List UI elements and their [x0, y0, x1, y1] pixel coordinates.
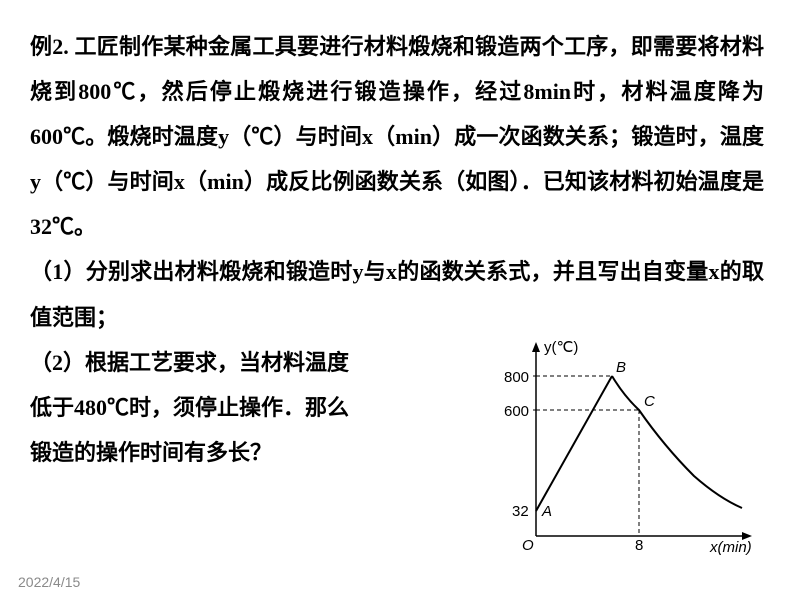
q2-line1: （2）根据工艺要求，当材料温度 [30, 340, 474, 385]
function-graph: y(℃) x(min) O 800 600 32 8 A B C [484, 336, 764, 556]
ytick-800: 800 [504, 369, 529, 386]
problem-intro: 例2. 工匠制作某种金属工具要进行材料煅烧和锻造两个工序，即需要将材料烧到800… [30, 24, 764, 249]
slide-date: 2022/4/15 [18, 574, 80, 590]
question-1: （1）分别求出材料煅烧和锻造时y与x的函数关系式，并且写出自变量x的取值范围； [30, 249, 764, 339]
y-axis-label: y(℃) [544, 339, 578, 356]
point-a-label: A [541, 503, 552, 520]
inverse-curve [612, 376, 742, 508]
q2-line2: 低于480℃时，须停止操作．那么 [30, 385, 474, 430]
point-b-label: B [616, 359, 626, 376]
y-axis-arrow [532, 342, 540, 352]
point-c-label: C [644, 393, 655, 410]
x-axis-label: x(min) [709, 539, 752, 556]
q2-line3: 锻造的操作时间有多长？ [30, 430, 474, 475]
xtick-8: 8 [635, 537, 643, 554]
question-2: （2）根据工艺要求，当材料温度 低于480℃时，须停止操作．那么 锻造的操作时间… [30, 340, 474, 475]
ytick-600: 600 [504, 403, 529, 420]
linear-segment [536, 376, 612, 511]
origin-label: O [522, 537, 534, 554]
ytick-32: 32 [512, 503, 529, 520]
